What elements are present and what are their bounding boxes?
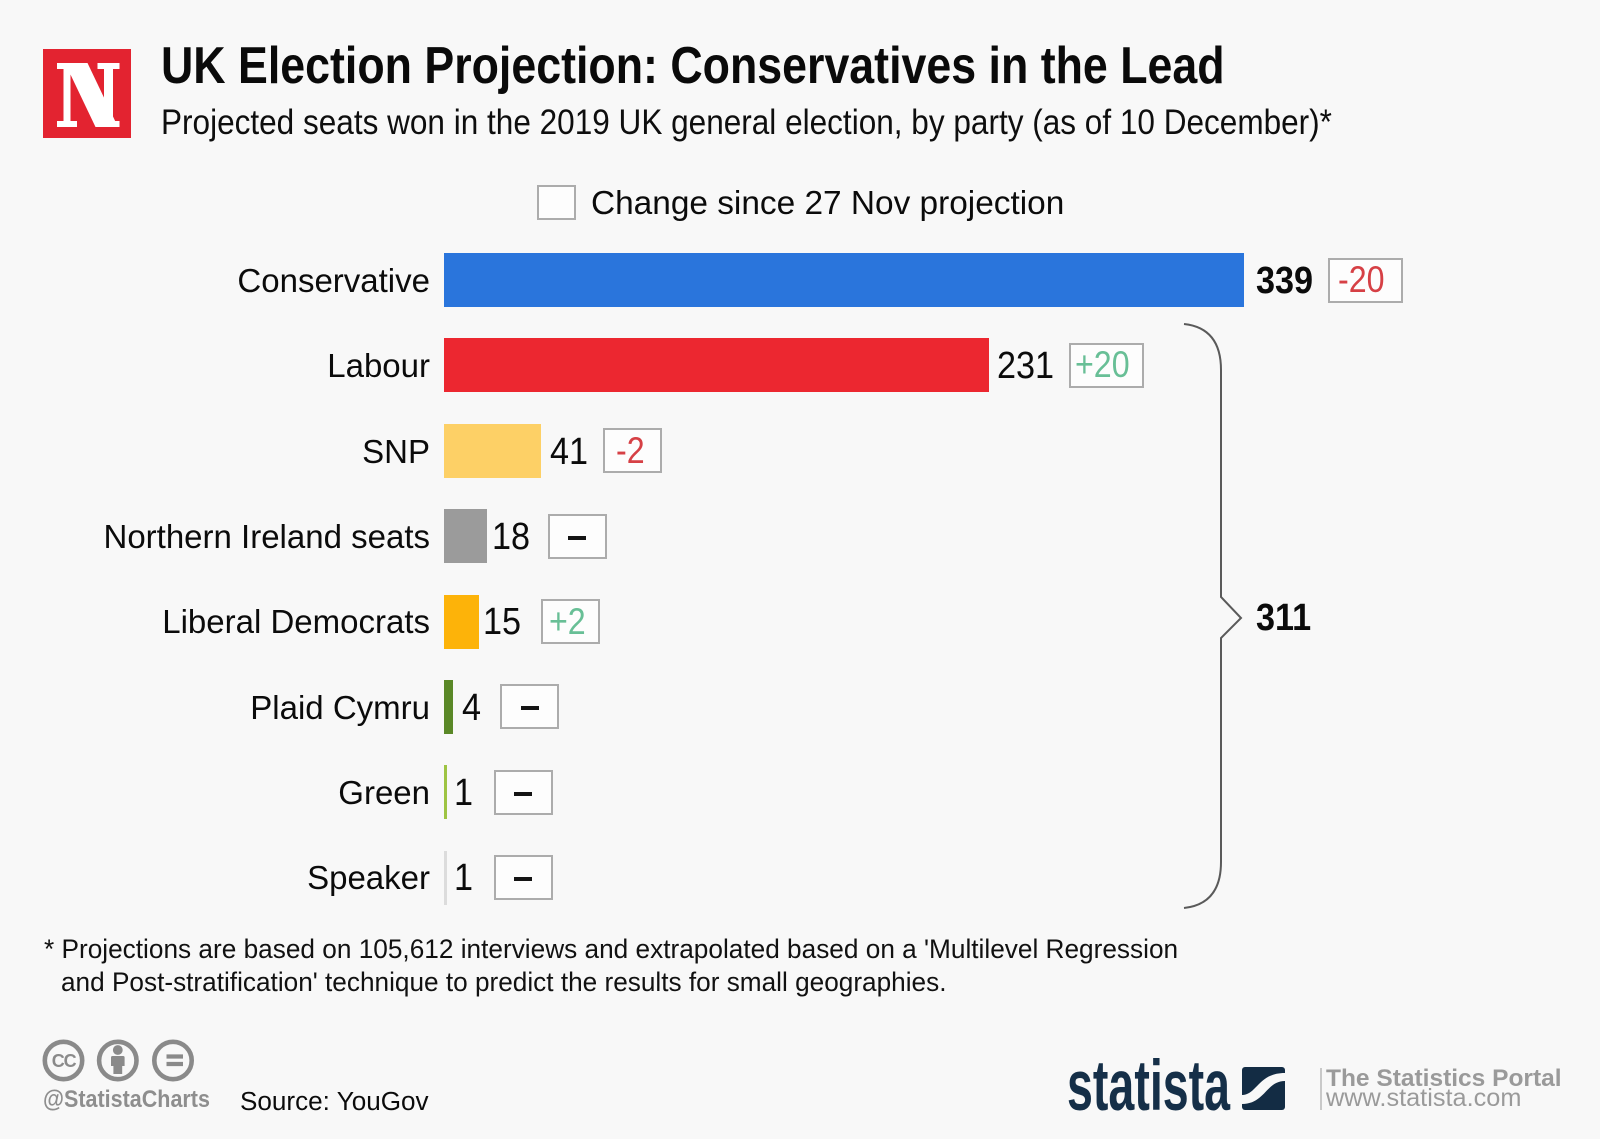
svg-text:CC: CC [52,1051,77,1071]
